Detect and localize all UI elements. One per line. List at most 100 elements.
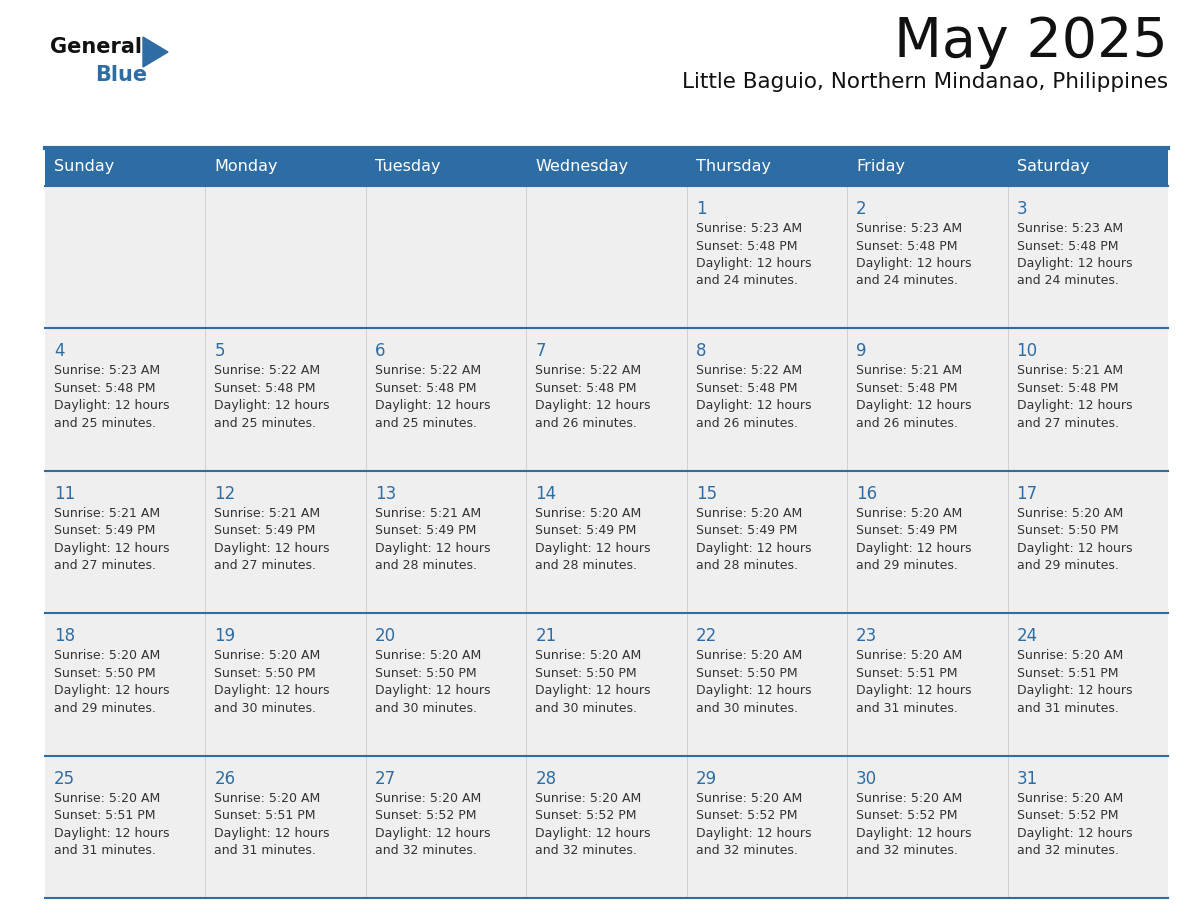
Text: Sunset: 5:48 PM: Sunset: 5:48 PM [857,240,958,252]
Text: Sunrise: 5:21 AM: Sunrise: 5:21 AM [375,507,481,520]
Bar [45,471,206,613]
Bar [847,329,1007,471]
Text: and 28 minutes.: and 28 minutes. [696,559,797,572]
Text: Sunset: 5:50 PM: Sunset: 5:50 PM [214,666,316,679]
Text: and 31 minutes.: and 31 minutes. [1017,701,1118,715]
Bar [206,756,366,898]
Text: Daylight: 12 hours: Daylight: 12 hours [857,542,972,554]
Bar [847,613,1007,756]
Text: Sunset: 5:49 PM: Sunset: 5:49 PM [53,524,156,537]
Text: Daylight: 12 hours: Daylight: 12 hours [53,684,170,697]
Text: Saturday: Saturday [1017,160,1089,174]
Text: 25: 25 [53,769,75,788]
Text: and 32 minutes.: and 32 minutes. [1017,844,1118,857]
Bar [366,148,526,186]
Text: 30: 30 [857,769,877,788]
Text: Sunset: 5:48 PM: Sunset: 5:48 PM [375,382,476,395]
Bar [687,148,847,186]
Bar [1007,756,1168,898]
Text: Sunset: 5:51 PM: Sunset: 5:51 PM [857,666,958,679]
Text: Daylight: 12 hours: Daylight: 12 hours [1017,542,1132,554]
Text: and 25 minutes.: and 25 minutes. [214,417,316,430]
Text: 29: 29 [696,769,716,788]
Text: Sunset: 5:51 PM: Sunset: 5:51 PM [214,809,316,823]
Text: and 28 minutes.: and 28 minutes. [536,559,637,572]
Text: Sunrise: 5:20 AM: Sunrise: 5:20 AM [536,649,642,662]
Bar [687,329,847,471]
Bar [526,186,687,329]
Bar [45,148,206,186]
Text: Sunrise: 5:20 AM: Sunrise: 5:20 AM [375,791,481,804]
Text: and 26 minutes.: and 26 minutes. [857,417,958,430]
Text: Sunset: 5:48 PM: Sunset: 5:48 PM [53,382,156,395]
Text: 10: 10 [1017,342,1037,361]
Text: 5: 5 [214,342,225,361]
Text: Thursday: Thursday [696,160,771,174]
Text: Sunset: 5:52 PM: Sunset: 5:52 PM [857,809,958,823]
Text: Daylight: 12 hours: Daylight: 12 hours [696,399,811,412]
Text: Sunset: 5:48 PM: Sunset: 5:48 PM [1017,240,1118,252]
Text: 21: 21 [536,627,556,645]
Text: Daylight: 12 hours: Daylight: 12 hours [53,826,170,840]
Text: Sunset: 5:52 PM: Sunset: 5:52 PM [375,809,476,823]
Text: Sunrise: 5:22 AM: Sunrise: 5:22 AM [375,364,481,377]
Text: Sunrise: 5:20 AM: Sunrise: 5:20 AM [375,649,481,662]
Bar [687,471,847,613]
Bar [526,471,687,613]
Text: Blue: Blue [95,65,147,85]
Text: and 25 minutes.: and 25 minutes. [53,417,156,430]
Bar [687,756,847,898]
Text: Monday: Monday [214,160,278,174]
Text: and 31 minutes.: and 31 minutes. [214,844,316,857]
Text: and 30 minutes.: and 30 minutes. [375,701,476,715]
Text: and 27 minutes.: and 27 minutes. [53,559,156,572]
Text: Daylight: 12 hours: Daylight: 12 hours [214,826,330,840]
Text: 6: 6 [375,342,385,361]
Text: Sunset: 5:48 PM: Sunset: 5:48 PM [536,382,637,395]
Text: Sunset: 5:49 PM: Sunset: 5:49 PM [375,524,476,537]
Text: General: General [50,37,143,57]
Text: Sunrise: 5:20 AM: Sunrise: 5:20 AM [1017,791,1123,804]
Text: and 32 minutes.: and 32 minutes. [375,844,476,857]
Text: 13: 13 [375,485,396,503]
Text: and 30 minutes.: and 30 minutes. [214,701,316,715]
Text: Sunset: 5:52 PM: Sunset: 5:52 PM [1017,809,1118,823]
Text: Sunset: 5:50 PM: Sunset: 5:50 PM [53,666,156,679]
Text: and 29 minutes.: and 29 minutes. [1017,559,1118,572]
Text: and 27 minutes.: and 27 minutes. [1017,417,1119,430]
Text: Daylight: 12 hours: Daylight: 12 hours [214,542,330,554]
Text: Daylight: 12 hours: Daylight: 12 hours [696,826,811,840]
Text: Sunrise: 5:22 AM: Sunrise: 5:22 AM [696,364,802,377]
Text: Daylight: 12 hours: Daylight: 12 hours [857,399,972,412]
Text: 31: 31 [1017,769,1038,788]
Text: 23: 23 [857,627,878,645]
Text: Sunset: 5:51 PM: Sunset: 5:51 PM [53,809,156,823]
Text: and 32 minutes.: and 32 minutes. [857,844,958,857]
Bar [206,148,366,186]
Text: and 31 minutes.: and 31 minutes. [857,701,958,715]
Text: Sunrise: 5:20 AM: Sunrise: 5:20 AM [536,507,642,520]
Text: Sunset: 5:48 PM: Sunset: 5:48 PM [1017,382,1118,395]
Text: Daylight: 12 hours: Daylight: 12 hours [536,826,651,840]
Text: 15: 15 [696,485,716,503]
Text: Sunset: 5:49 PM: Sunset: 5:49 PM [214,524,316,537]
Bar [526,329,687,471]
Text: Tuesday: Tuesday [375,160,441,174]
Text: Daylight: 12 hours: Daylight: 12 hours [214,399,330,412]
Text: 7: 7 [536,342,545,361]
Text: Sunrise: 5:20 AM: Sunrise: 5:20 AM [1017,649,1123,662]
Text: Sunrise: 5:20 AM: Sunrise: 5:20 AM [696,507,802,520]
Text: Sunset: 5:50 PM: Sunset: 5:50 PM [1017,524,1118,537]
Text: 11: 11 [53,485,75,503]
Bar [206,186,366,329]
Text: Daylight: 12 hours: Daylight: 12 hours [536,399,651,412]
Text: 1: 1 [696,200,707,218]
Text: Sunset: 5:48 PM: Sunset: 5:48 PM [696,240,797,252]
Text: Daylight: 12 hours: Daylight: 12 hours [696,684,811,697]
Bar [366,329,526,471]
Text: Daylight: 12 hours: Daylight: 12 hours [375,826,491,840]
Bar [206,471,366,613]
Text: Daylight: 12 hours: Daylight: 12 hours [536,542,651,554]
Text: Sunrise: 5:20 AM: Sunrise: 5:20 AM [53,791,160,804]
Text: Sunday: Sunday [53,160,114,174]
